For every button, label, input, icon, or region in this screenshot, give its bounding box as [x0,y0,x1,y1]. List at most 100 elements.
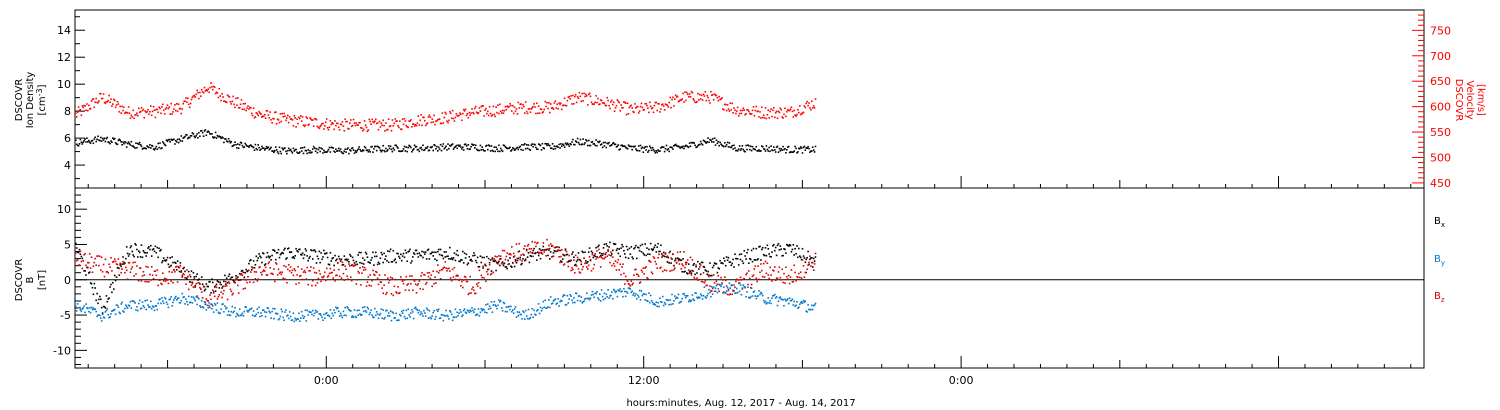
data-point [122,310,124,312]
data-point [774,151,777,153]
data-point [556,246,558,248]
data-point [626,102,629,105]
data-point [407,146,409,149]
data-point [325,118,328,120]
data-point [116,263,119,266]
data-point [167,139,170,141]
data-point [663,109,666,111]
data-point [646,299,648,302]
data-point [305,116,308,118]
data-point [652,148,655,151]
data-point [182,267,184,270]
data-point [812,257,815,260]
data-point [681,297,683,300]
data-point [388,147,391,150]
data-point [576,299,579,302]
data-point [316,282,319,284]
data-point [292,256,295,258]
data-point [751,275,754,278]
data-point [145,111,147,114]
data-point [465,312,468,314]
data-point [135,114,137,116]
data-point [443,147,446,150]
data-point [803,257,806,259]
data-point [164,260,167,262]
data-point [352,118,355,121]
data-point [364,309,367,312]
data-point [529,317,532,319]
data-point [581,250,583,253]
data-point [567,143,570,146]
data-point [241,108,244,110]
data-point [749,257,751,260]
data-point [721,144,723,147]
data-point [686,145,688,147]
data-point [806,268,808,271]
data-point [103,137,106,140]
data-point [455,275,458,277]
data-point [317,277,320,280]
data-point [612,262,615,265]
data-point [671,98,673,101]
data-point [372,316,374,318]
data-point [262,147,264,149]
data-point [215,286,218,289]
data-point [499,299,502,302]
data-point [362,266,364,268]
data-point [353,262,356,264]
data-point [787,274,790,277]
data-point [192,286,195,288]
data-point [614,260,617,262]
data-point [734,292,736,295]
data-point [418,252,421,254]
data-point [102,139,105,141]
data-point [770,302,772,305]
data-point [298,282,300,284]
data-point [96,101,98,104]
data-point [283,147,285,150]
data-point [646,276,648,279]
data-point [441,268,444,271]
data-point [580,143,583,146]
data-point [382,309,384,311]
data-point [165,278,168,280]
data-point [208,281,210,283]
data-point [622,145,624,148]
data-point [334,254,336,257]
data-point [270,259,272,261]
data-point [634,295,636,297]
data-point [424,315,427,317]
data-point [446,149,448,151]
data-point [261,116,263,118]
data-point [699,93,701,96]
data-point [459,278,461,281]
data-point [640,290,643,292]
data-point [144,252,146,254]
data-point [444,315,446,317]
data-point [541,142,544,145]
data-point [100,320,103,322]
data-point [644,103,646,105]
data-point [635,268,637,271]
data-point [344,258,346,261]
density-unit-exponent: -3 [35,88,44,96]
data-point [174,104,176,106]
b-tick-label: 5 [64,238,71,251]
data-point [666,299,669,301]
data-point [129,300,132,303]
data-point [674,259,676,262]
data-point [265,274,268,276]
data-point [105,137,108,140]
data-point [635,293,637,295]
data-point [400,315,402,317]
data-point [349,265,351,267]
data-point [400,310,403,313]
data-point [705,142,708,144]
data-point [222,285,224,288]
data-point [683,271,685,273]
data-point [701,281,704,283]
data-point [749,145,752,148]
data-point [410,283,412,285]
data-point [335,306,337,309]
density-tick-label: 10 [57,78,71,91]
